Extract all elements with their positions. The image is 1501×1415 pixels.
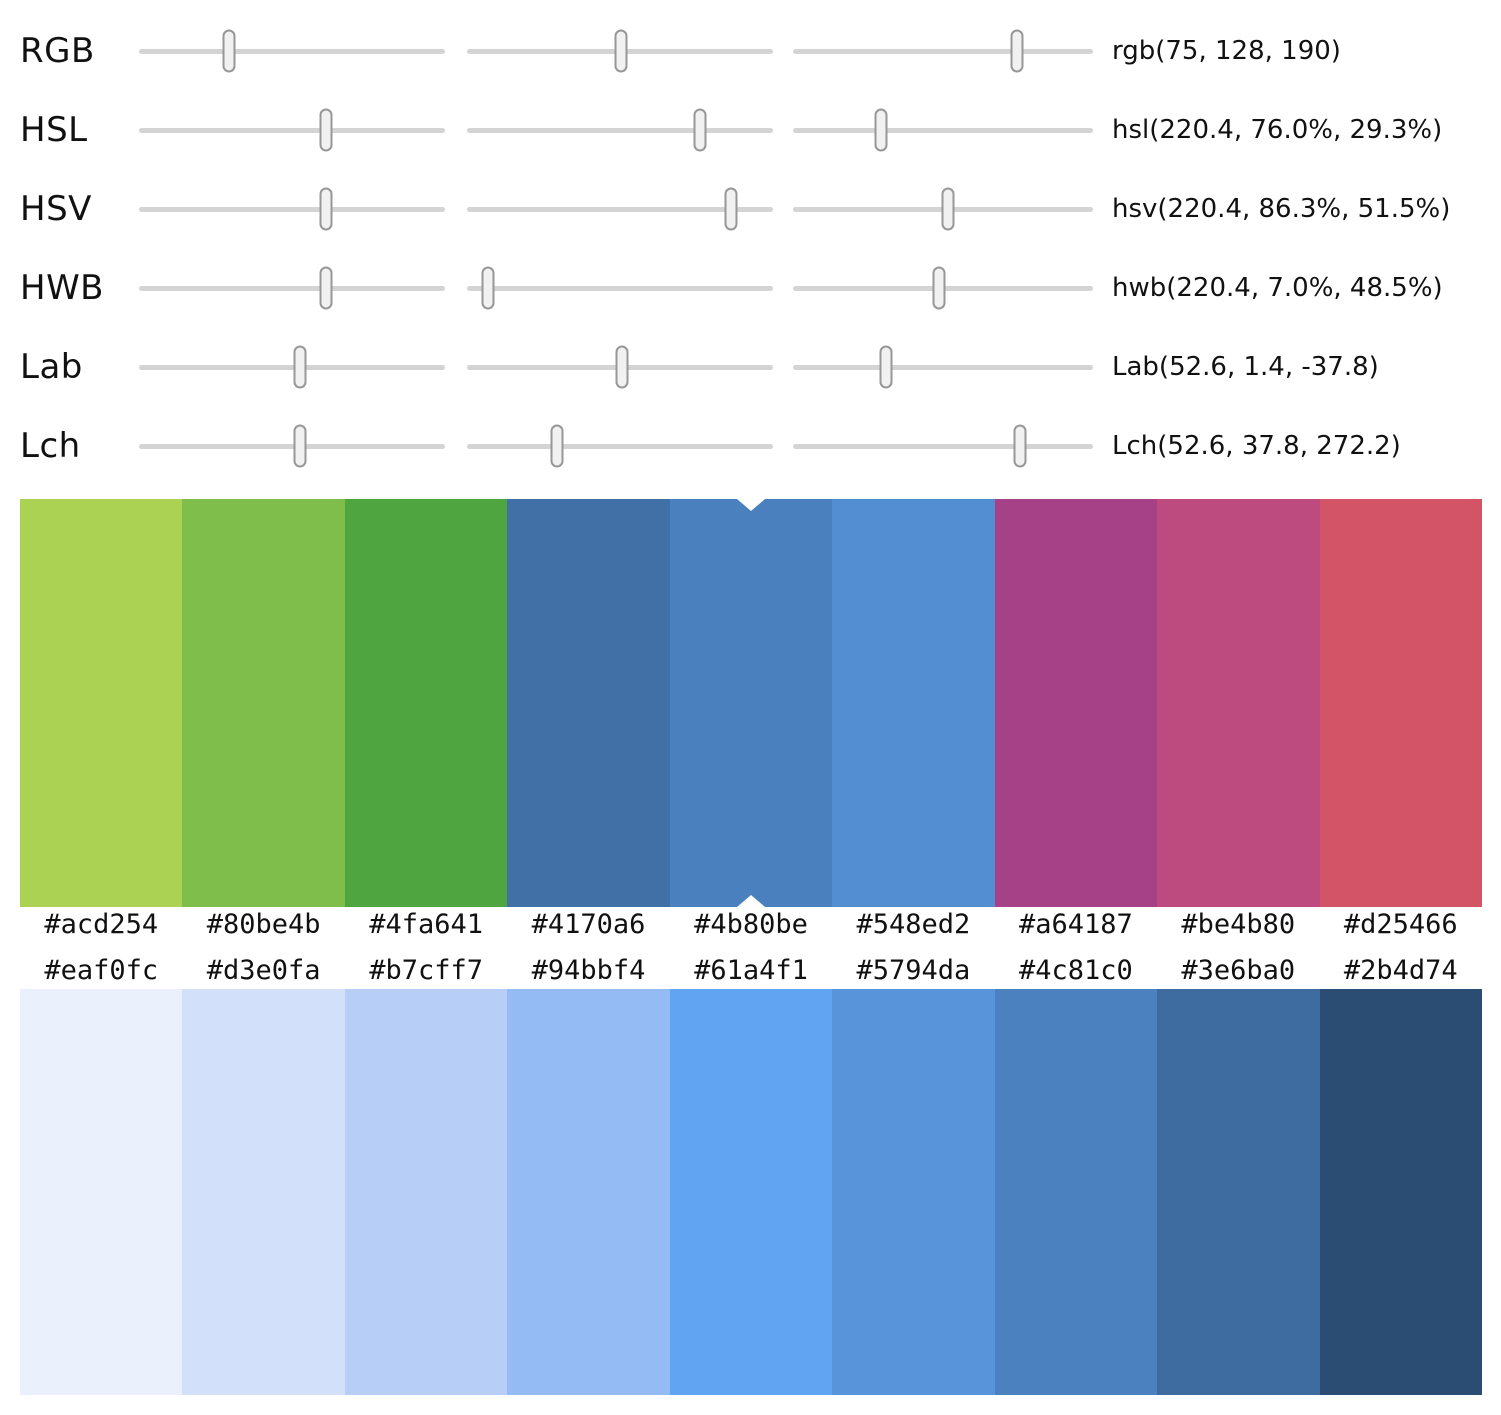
- hex-label-5794da: #5794da: [856, 955, 971, 986]
- palette-swatch-4b80be[interactable]: [669, 499, 833, 907]
- hex-label-94bbf4: #94bbf4: [531, 955, 646, 986]
- slider-thumb-lab-1[interactable]: [293, 345, 307, 389]
- hex-label-4b80be: #4b80be: [694, 909, 808, 940]
- hex-label-acd254: #acd254: [44, 909, 159, 940]
- slider-row-lch: Lch Lch(52.6, 37.8, 272.2): [0, 416, 1501, 476]
- slider-track-hsv-2[interactable]: [467, 187, 773, 231]
- hex-label-eaf0fc: #eaf0fc: [44, 955, 159, 986]
- model-label-hsv: HSV: [20, 189, 92, 229]
- tint-shade-palette: [20, 989, 1482, 1395]
- hex-label-61a4f1: #61a4f1: [694, 955, 808, 986]
- slider-track-hwb-3[interactable]: [793, 266, 1093, 310]
- slider-thumb-hwb-1[interactable]: [319, 266, 333, 310]
- palette-swatch-61a4f1[interactable]: [669, 989, 833, 1395]
- selection-notch-top: [736, 499, 765, 511]
- hex-label-80be4b: #80be4b: [206, 909, 321, 940]
- color-value-rgb: rgb(75, 128, 190): [1112, 36, 1341, 66]
- slider-track-lch-3[interactable]: [793, 424, 1093, 468]
- slider-row-rgb: RGB rgb(75, 128, 190): [0, 21, 1501, 81]
- palette-swatch-be4b80[interactable]: [1157, 499, 1320, 907]
- slider-thumb-hsl-3[interactable]: [874, 108, 888, 152]
- palette-swatch-4fa641[interactable]: [344, 499, 508, 907]
- slider-track-lab-1[interactable]: [139, 345, 445, 389]
- model-label-rgb: RGB: [20, 31, 95, 71]
- palette-swatch-eaf0fc[interactable]: [20, 989, 183, 1395]
- hex-label-4170a6: #4170a6: [531, 909, 646, 940]
- hex-label-a64187: #a64187: [1018, 909, 1133, 940]
- slider-thumb-rgb-1[interactable]: [222, 29, 236, 73]
- slider-row-hsl: HSL hsl(220.4, 76.0%, 29.3%): [0, 100, 1501, 160]
- palette-swatch-a64187[interactable]: [994, 499, 1158, 907]
- hex-label-3e6ba0: #3e6ba0: [1181, 955, 1296, 986]
- slider-track-hsl-1[interactable]: [139, 108, 445, 152]
- tint-shade-hex-labels: #eaf0fc #d3e0fa #b7cff7 #94bbf4 #61a4f1 #5794…: [20, 954, 1482, 988]
- slider-thumb-lab-2[interactable]: [615, 345, 629, 389]
- hue-palette: [20, 499, 1482, 907]
- slider-track-hsv-3[interactable]: [793, 187, 1093, 231]
- slider-row-hsv: HSV hsv(220.4, 86.3%, 51.5%): [0, 179, 1501, 239]
- palette-swatch-5794da[interactable]: [832, 989, 995, 1395]
- slider-thumb-rgb-2[interactable]: [614, 29, 628, 73]
- slider-thumb-lch-3[interactable]: [1013, 424, 1027, 468]
- color-value-hsv: hsv(220.4, 86.3%, 51.5%): [1112, 194, 1451, 224]
- model-label-lch: Lch: [20, 426, 81, 466]
- palette-swatch-4170a6[interactable]: [507, 499, 670, 907]
- palette-swatch-d3e0fa[interactable]: [182, 989, 345, 1395]
- slider-thumb-lch-1[interactable]: [293, 424, 307, 468]
- slider-track-lch-1[interactable]: [139, 424, 445, 468]
- slider-track-lch-2[interactable]: [467, 424, 773, 468]
- color-value-hsl: hsl(220.4, 76.0%, 29.3%): [1112, 115, 1443, 145]
- slider-track-hsl-2[interactable]: [467, 108, 773, 152]
- slider-row-hwb: HWB hwb(220.4, 7.0%, 48.5%): [0, 258, 1501, 318]
- palette-swatch-80be4b[interactable]: [182, 499, 345, 907]
- palette-swatch-b7cff7[interactable]: [344, 989, 508, 1395]
- palette-swatch-3e6ba0[interactable]: [1157, 989, 1320, 1395]
- model-label-hwb: HWB: [20, 268, 105, 308]
- hex-label-d3e0fa: #d3e0fa: [206, 955, 321, 986]
- slider-thumb-hsv-1[interactable]: [319, 187, 333, 231]
- slider-track-hsl-3[interactable]: [793, 108, 1093, 152]
- model-label-lab: Lab: [20, 347, 83, 387]
- color-value-lch: Lch(52.6, 37.8, 272.2): [1112, 431, 1401, 461]
- hex-label-2b4d74: #2b4d74: [1343, 955, 1458, 986]
- hex-label-4fa641: #4fa641: [369, 909, 483, 940]
- color-value-hwb: hwb(220.4, 7.0%, 48.5%): [1112, 273, 1443, 303]
- palette-swatch-2b4d74[interactable]: [1319, 989, 1482, 1395]
- slider-thumb-hsl-2[interactable]: [693, 108, 707, 152]
- palette-swatch-4c81c0[interactable]: [994, 989, 1158, 1395]
- selection-notch-bottom: [736, 895, 765, 907]
- hex-label-b7cff7: #b7cff7: [369, 955, 483, 986]
- slider-thumb-hwb-2[interactable]: [481, 266, 495, 310]
- palette-swatch-d25466[interactable]: [1319, 499, 1482, 907]
- hex-label-548ed2: #548ed2: [856, 909, 971, 940]
- slider-track-hwb-2[interactable]: [467, 266, 773, 310]
- slider-track-hwb-1[interactable]: [139, 266, 445, 310]
- slider-thumb-rgb-3[interactable]: [1010, 29, 1023, 73]
- slider-thumb-lab-3[interactable]: [879, 345, 893, 389]
- hex-label-4c81c0: #4c81c0: [1018, 955, 1133, 986]
- palette-swatch-548ed2[interactable]: [832, 499, 995, 907]
- slider-thumb-hwb-3[interactable]: [932, 266, 945, 310]
- slider-thumb-lch-2[interactable]: [550, 424, 564, 468]
- model-label-hsl: HSL: [20, 110, 88, 150]
- slider-thumb-hsv-3[interactable]: [941, 187, 954, 231]
- hex-label-be4b80: #be4b80: [1181, 909, 1296, 940]
- slider-thumb-hsv-2[interactable]: [724, 187, 738, 231]
- slider-track-hsv-1[interactable]: [139, 187, 445, 231]
- hex-label-d25466: #d25466: [1343, 909, 1458, 940]
- color-value-lab: Lab(52.6, 1.4, -37.8): [1112, 352, 1379, 382]
- slider-track-rgb-2[interactable]: [467, 29, 773, 73]
- hue-palette-hex-labels: #acd254 #80be4b #4fa641 #4170a6 #4b80be #548e…: [20, 908, 1482, 942]
- slider-thumb-hsl-1[interactable]: [319, 108, 333, 152]
- palette-swatch-94bbf4[interactable]: [507, 989, 670, 1395]
- slider-track-lab-3[interactable]: [793, 345, 1093, 389]
- palette-swatch-acd254[interactable]: [20, 499, 183, 907]
- slider-track-rgb-1[interactable]: [139, 29, 445, 73]
- slider-track-lab-2[interactable]: [467, 345, 773, 389]
- slider-row-lab: Lab Lab(52.6, 1.4, -37.8): [0, 337, 1501, 397]
- slider-track-rgb-3[interactable]: [793, 29, 1093, 73]
